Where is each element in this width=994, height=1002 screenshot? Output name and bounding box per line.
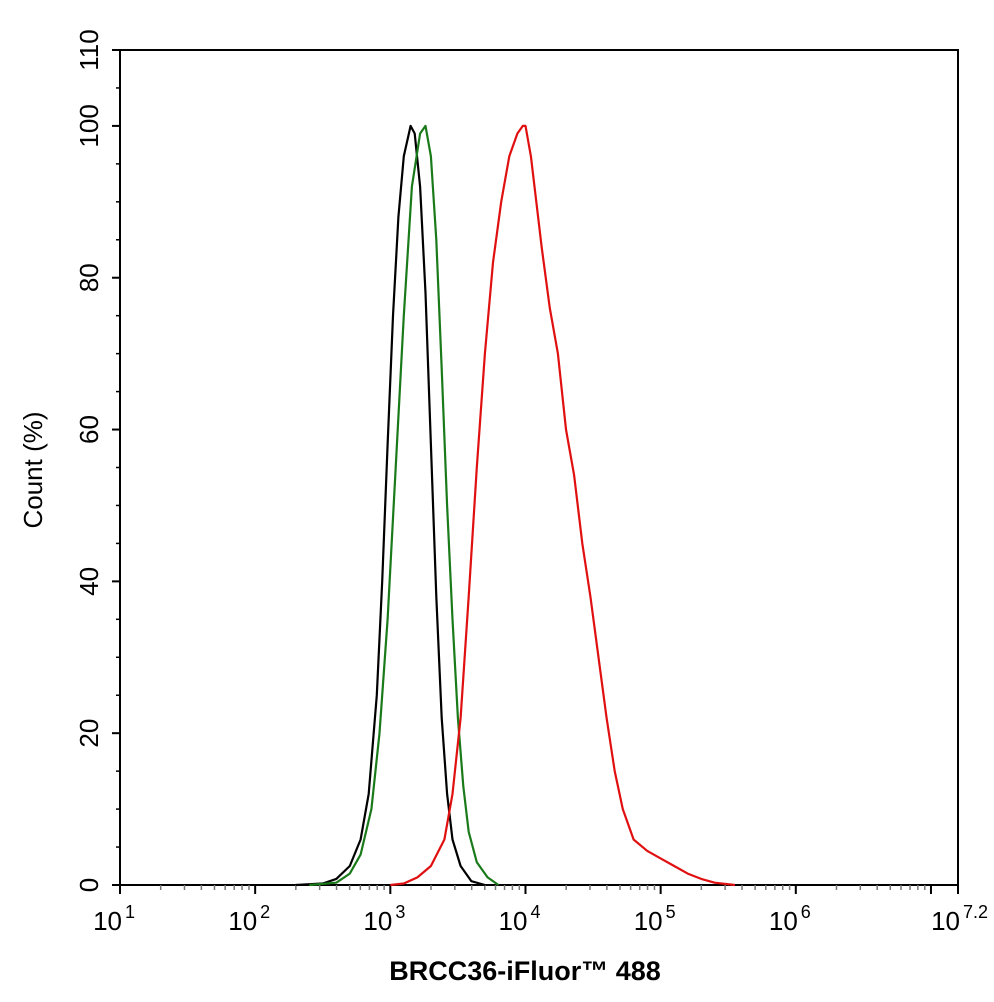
x-tick-label: 10: [931, 906, 960, 936]
y-tick-label: 80: [74, 263, 104, 292]
series-line-1: [295, 124, 486, 887]
x-tick-label: 10: [228, 906, 257, 936]
x-tick-exponent: 6: [801, 902, 811, 922]
x-tick-exponent: 5: [666, 902, 676, 922]
y-tick-label: 20: [74, 719, 104, 748]
x-tick-label: 10: [634, 906, 663, 936]
x-tick-exponent: 3: [395, 902, 405, 922]
y-tick-label: 60: [74, 415, 104, 444]
y-tick-label: 40: [74, 567, 104, 596]
x-tick-exponent: 4: [530, 902, 540, 922]
x-tick-exponent: 1: [125, 902, 135, 922]
series-line-3: [390, 124, 736, 887]
y-axis-title: Count (%): [18, 411, 48, 528]
x-tick-label: 10: [499, 906, 528, 936]
series-layer: [295, 124, 736, 887]
x-axis-title: BRCC36-iFluor™ 488: [389, 956, 661, 986]
plot-frame: [119, 49, 959, 886]
y-axis: 0 20 40 60 80 100 110: [74, 29, 120, 892]
x-tick-exponent: 7.2: [963, 902, 988, 922]
x-axis: 10 1 10 2 10 3 10 4 10 5 10 6 10 7.2: [93, 885, 988, 936]
series-line-2: [309, 124, 500, 887]
x-tick-label: 10: [93, 906, 122, 936]
x-tick-exponent: 2: [260, 902, 270, 922]
y-tick-label: 110: [74, 29, 104, 70]
y-tick-label: 0: [74, 878, 104, 892]
x-tick-label: 10: [363, 906, 392, 936]
y-tick-label: 100: [74, 104, 104, 147]
x-tick-label: 10: [769, 906, 798, 936]
